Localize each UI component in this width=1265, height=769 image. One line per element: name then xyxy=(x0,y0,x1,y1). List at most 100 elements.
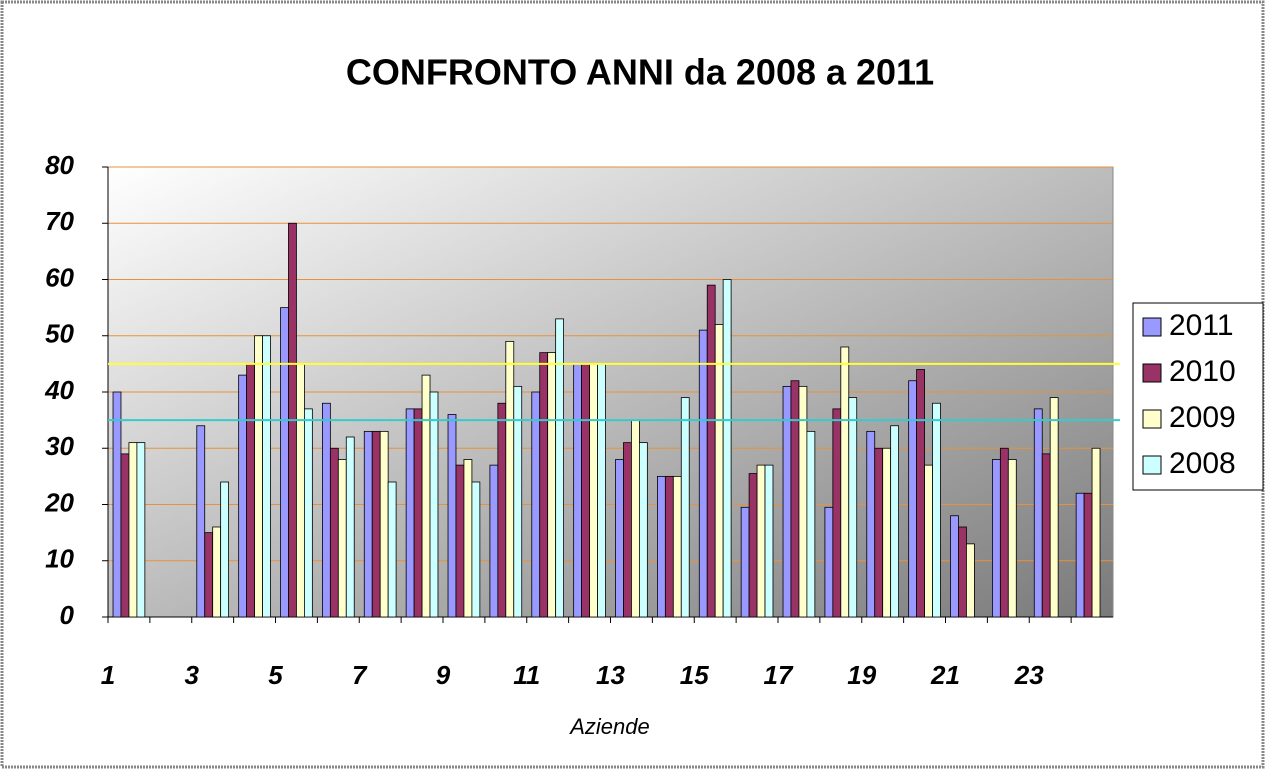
bar xyxy=(246,363,255,618)
x-tick-label: 5 xyxy=(268,660,283,690)
bar xyxy=(1091,447,1101,618)
bar xyxy=(924,464,933,618)
bar xyxy=(455,464,465,618)
bar xyxy=(1041,453,1051,618)
y-tick-label: 50 xyxy=(45,319,74,349)
bar xyxy=(321,402,331,618)
x-tick-label: 11 xyxy=(513,660,540,690)
bar xyxy=(1007,459,1017,618)
bar xyxy=(1075,492,1085,618)
bar xyxy=(882,447,892,618)
bar xyxy=(958,526,967,618)
bar xyxy=(220,481,230,618)
bar xyxy=(363,430,373,618)
legend-swatch xyxy=(1142,409,1162,429)
y-tick-label: 20 xyxy=(44,487,74,517)
bar xyxy=(824,506,834,618)
bar xyxy=(421,374,431,618)
bar xyxy=(112,391,122,618)
x-tick-label: 1 xyxy=(101,660,115,690)
bar xyxy=(238,374,248,618)
bar xyxy=(615,459,624,618)
bar xyxy=(262,335,271,618)
chart-title: CONFRONTO ANNI da 2008 a 2011 xyxy=(346,52,934,93)
bar xyxy=(706,284,716,618)
bar xyxy=(722,279,732,618)
bar xyxy=(672,475,682,618)
bar xyxy=(329,447,339,618)
bar xyxy=(597,363,606,618)
x-tick-label: 13 xyxy=(596,660,625,690)
bar xyxy=(296,363,305,618)
bar xyxy=(848,397,858,618)
bar xyxy=(748,473,758,618)
bar xyxy=(916,369,925,618)
bar xyxy=(698,329,708,618)
x-tick-label: 23 xyxy=(1014,660,1044,690)
bar xyxy=(890,425,899,618)
x-tick-label: 17 xyxy=(764,660,794,690)
bar xyxy=(581,363,590,618)
legend-swatch xyxy=(1142,363,1162,383)
bar xyxy=(764,464,774,618)
bar xyxy=(740,506,750,618)
bar xyxy=(413,408,423,618)
legend-swatch xyxy=(1142,317,1162,337)
x-tick-label: 21 xyxy=(930,660,960,690)
bar xyxy=(999,447,1009,618)
bar xyxy=(254,335,263,618)
bar xyxy=(966,543,975,618)
bar xyxy=(832,408,842,618)
legend-label: 2010 xyxy=(1169,355,1236,388)
bar xyxy=(790,380,800,618)
bar xyxy=(463,459,473,618)
bar xyxy=(623,442,632,618)
legend-label: 2009 xyxy=(1169,401,1236,434)
bar xyxy=(950,515,959,618)
bar xyxy=(638,442,648,618)
bar xyxy=(196,425,206,618)
bar xyxy=(471,481,481,618)
bar xyxy=(303,408,313,618)
bar xyxy=(120,453,130,618)
bar xyxy=(345,436,355,618)
bar xyxy=(280,307,289,618)
bar xyxy=(806,430,816,618)
bar xyxy=(908,380,918,618)
bar xyxy=(1033,408,1043,618)
bar xyxy=(447,414,457,618)
bar xyxy=(539,352,549,618)
y-tick-label: 80 xyxy=(45,150,74,180)
bar xyxy=(429,391,439,618)
bar xyxy=(387,481,397,618)
bar xyxy=(547,352,557,618)
y-tick-label: 30 xyxy=(45,431,74,461)
y-tick-label: 0 xyxy=(60,600,75,630)
bar xyxy=(371,430,381,618)
x-tick-label: 15 xyxy=(680,660,709,690)
x-tick-label: 3 xyxy=(185,660,200,690)
bar xyxy=(204,532,214,618)
bar xyxy=(573,363,583,618)
y-tick-label: 10 xyxy=(45,544,74,574)
bar xyxy=(505,340,515,618)
bar xyxy=(657,475,666,618)
bar xyxy=(497,402,507,618)
y-tick-label: 40 xyxy=(44,375,74,405)
x-tick-label: 19 xyxy=(847,660,876,690)
bar xyxy=(513,385,523,618)
x-tick-label: 9 xyxy=(436,660,451,690)
bar xyxy=(992,459,1001,618)
bar xyxy=(866,430,876,618)
bar xyxy=(212,526,222,618)
legend-label: 2011 xyxy=(1169,309,1234,342)
bar xyxy=(680,397,690,618)
bar xyxy=(756,464,766,618)
legend-swatch xyxy=(1142,455,1162,475)
y-tick-label: 70 xyxy=(45,206,74,236)
bar xyxy=(555,318,564,618)
x-tick-label: 7 xyxy=(352,660,368,690)
y-tick-label: 60 xyxy=(45,262,74,292)
bar xyxy=(714,324,724,618)
